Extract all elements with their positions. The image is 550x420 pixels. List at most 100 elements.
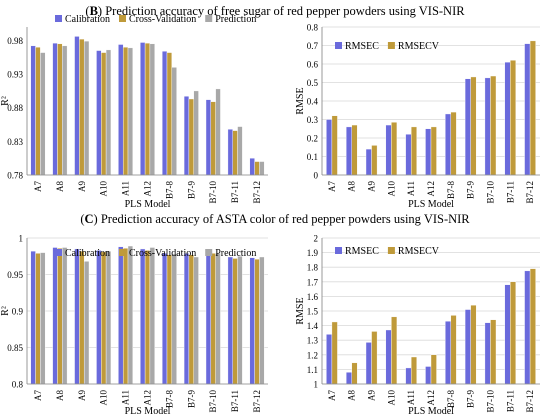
bar-rmsec bbox=[365, 342, 372, 385]
bar-rmsecv bbox=[391, 316, 398, 385]
bar-rmsecv bbox=[430, 354, 437, 385]
y-tick-label: 1.1 bbox=[307, 365, 318, 375]
section-title-b: (B) Prediction accuracy of free sugar of… bbox=[85, 4, 465, 18]
x-tick-label: B7-9 bbox=[466, 390, 476, 409]
x-axis-label: PLS Model bbox=[408, 406, 454, 417]
x-tick-label: B7-10 bbox=[485, 181, 495, 204]
y-tick-label: 0.98 bbox=[7, 36, 23, 46]
x-tick-label: A10 bbox=[386, 390, 396, 406]
x-tick-label: A7 bbox=[33, 390, 43, 401]
x-tick-label: B7-10 bbox=[485, 390, 495, 413]
y-tick-label: 0.9 bbox=[12, 307, 24, 317]
y-tick-label: 0.83 bbox=[7, 137, 23, 147]
bar-rmsecv bbox=[410, 356, 417, 385]
x-tick-label: A11 bbox=[406, 181, 416, 196]
x-tick-label: B7-12 bbox=[252, 181, 262, 204]
legend-swatch bbox=[387, 42, 395, 49]
section-title-c: (C) Prediction accuracy of ASTA color of… bbox=[80, 212, 470, 226]
legend-swatch bbox=[119, 15, 126, 22]
y-tick-label: 0.6 bbox=[307, 60, 319, 70]
x-tick-label: B7-9 bbox=[466, 181, 476, 200]
bar-rmsec bbox=[445, 321, 452, 385]
legend-label: Calibration bbox=[65, 14, 110, 25]
x-tick-label: A11 bbox=[406, 390, 416, 405]
y-tick-label: 1.8 bbox=[307, 263, 319, 273]
x-tick-label: A9 bbox=[367, 181, 377, 192]
y-tick-label: 0.93 bbox=[7, 70, 23, 80]
x-tick-label: A9 bbox=[367, 390, 377, 401]
x-tick-label: B7-11 bbox=[505, 390, 515, 412]
legend-label: Prediction bbox=[215, 248, 256, 259]
y-tick-label: 1.5 bbox=[307, 307, 319, 317]
y-tick-label: 1.4 bbox=[307, 321, 319, 331]
legend-swatch bbox=[335, 42, 342, 49]
x-tick-label: A10 bbox=[386, 181, 396, 197]
section-title-c-text: Prediction accuracy of ASTA color of red… bbox=[100, 212, 470, 226]
y-tick-label: 0.8 bbox=[12, 380, 24, 390]
x-tick-label: B7-12 bbox=[525, 181, 535, 204]
x-tick-label: B7-10 bbox=[208, 390, 218, 413]
legend-label: Cross-Validation bbox=[129, 248, 196, 259]
bar-rmsec bbox=[425, 366, 432, 385]
y-tick-label: 1.3 bbox=[307, 336, 319, 346]
y-tick-label: 1.7 bbox=[307, 277, 319, 287]
legend-label: Cross-Validation bbox=[129, 14, 196, 25]
legend-label: RMSEC bbox=[345, 246, 379, 257]
bar-rmsec bbox=[484, 322, 491, 385]
y-tick-label: 1.6 bbox=[307, 292, 319, 302]
y-tick-label: 0.3 bbox=[307, 115, 319, 125]
legend-swatch bbox=[205, 15, 213, 22]
x-tick-label: B7-8 bbox=[446, 181, 456, 200]
x-tick-label: A12 bbox=[143, 181, 153, 197]
x-tick-label: B7-9 bbox=[186, 181, 196, 200]
legend-swatch bbox=[55, 249, 62, 256]
y-tick-label: 0.88 bbox=[7, 103, 23, 113]
section-letter-b: B bbox=[89, 4, 98, 18]
x-tick-label: B7-10 bbox=[208, 181, 218, 204]
y-tick-label: 0 bbox=[314, 171, 319, 181]
x-tick-label: B7-8 bbox=[164, 390, 174, 409]
y-tick-label: 1 bbox=[314, 380, 319, 390]
x-tick-label: A8 bbox=[347, 181, 357, 192]
y-tick-label: 0.95 bbox=[7, 270, 23, 280]
bar-rmsec bbox=[405, 367, 412, 385]
x-tick-label: B7-11 bbox=[505, 181, 515, 203]
x-tick-label: B7-9 bbox=[186, 390, 196, 409]
x-tick-label: A7 bbox=[33, 181, 43, 192]
y-tick-label: 1 bbox=[19, 234, 24, 244]
x-tick-label: A9 bbox=[77, 390, 87, 401]
bar-rmsecv bbox=[490, 319, 497, 385]
x-tick-label: A10 bbox=[99, 390, 109, 406]
bar-rmsec bbox=[504, 284, 511, 385]
bar-rmsec bbox=[524, 270, 531, 385]
y-tick-label: 0.78 bbox=[7, 171, 23, 181]
x-tick-label: A8 bbox=[347, 390, 357, 401]
x-tick-label: B7-11 bbox=[230, 390, 240, 412]
legend-label: RMSECV bbox=[398, 41, 440, 52]
bar-rmsecv bbox=[351, 362, 358, 385]
legend-swatch bbox=[119, 249, 126, 256]
bar-rmsecv bbox=[450, 315, 457, 385]
x-tick-label: A9 bbox=[77, 181, 87, 192]
bar-rmsec bbox=[345, 372, 352, 385]
legend-swatch bbox=[387, 247, 395, 254]
x-tick-label: A7 bbox=[327, 181, 337, 192]
x-tick-label: B7-12 bbox=[252, 390, 262, 413]
x-tick-label: B7-12 bbox=[525, 390, 535, 413]
x-tick-label: A12 bbox=[426, 390, 436, 406]
bar-rmsecv bbox=[331, 321, 338, 385]
y-axis-label: R² bbox=[0, 96, 11, 106]
section-title-b-text: Prediction accuracy of free sugar of red… bbox=[105, 4, 465, 18]
x-axis-label: PLS Model bbox=[125, 199, 171, 210]
y-tick-label: 2 bbox=[314, 234, 319, 244]
legend-label: Prediction bbox=[215, 14, 256, 25]
y-tick-label: 0.7 bbox=[307, 41, 319, 51]
y-axis-label: RMSE bbox=[295, 87, 306, 114]
y-tick-label: 1.9 bbox=[307, 248, 319, 258]
y-tick-label: 0.8 bbox=[307, 23, 319, 33]
bar-rmsec bbox=[385, 329, 392, 385]
bar-rmsec bbox=[326, 334, 333, 385]
